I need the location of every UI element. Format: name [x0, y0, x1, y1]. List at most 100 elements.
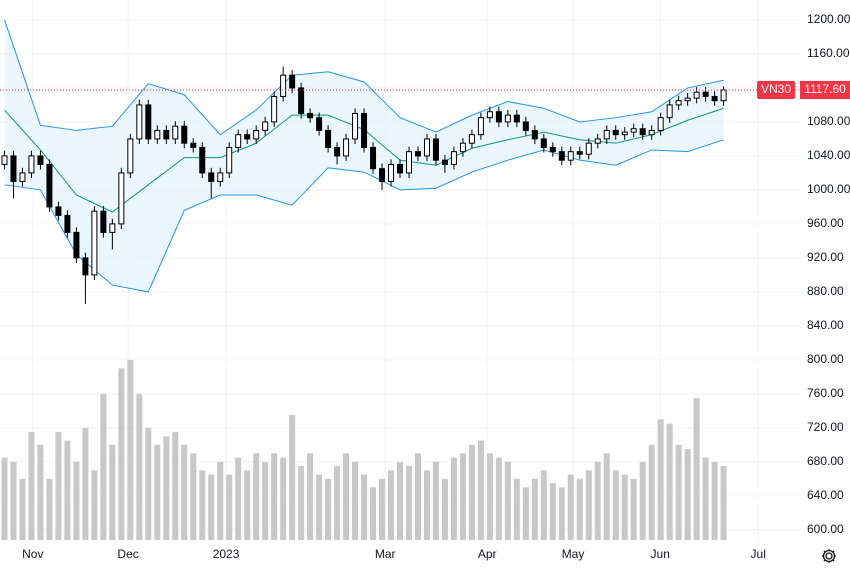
candle-body	[531, 129, 538, 140]
candle-body	[693, 91, 700, 99]
volume-bar	[495, 457, 502, 540]
candle-body	[657, 117, 664, 131]
volume-bar	[684, 449, 691, 540]
volume-bar	[657, 419, 664, 540]
candle-body	[19, 172, 26, 182]
volume-bar	[46, 478, 53, 540]
y-tick-label: 960.00	[807, 216, 844, 230]
candle-body	[522, 121, 529, 131]
volume-bar	[127, 359, 134, 540]
volume-bar	[325, 478, 332, 540]
candle-body	[666, 104, 673, 119]
x-tick-label: Apr	[478, 547, 497, 561]
volume-bar	[576, 478, 583, 540]
y-tick-label: 840.00	[807, 318, 844, 332]
volume-bar	[55, 432, 62, 540]
candle-body	[603, 129, 610, 140]
volume-bar	[217, 461, 224, 540]
volume-bar	[423, 470, 430, 540]
volume-bar	[208, 474, 215, 540]
volume-bar	[361, 474, 368, 540]
candle-body	[307, 112, 314, 119]
volume-bar	[504, 461, 511, 540]
volume-bar	[118, 368, 125, 540]
candle-body	[361, 112, 368, 148]
candle-body	[109, 223, 116, 233]
volume-bar	[639, 461, 646, 540]
volume-bar	[603, 453, 610, 540]
volume-bar	[621, 474, 628, 540]
volume-bar	[190, 453, 197, 540]
volume-bar	[414, 453, 421, 540]
symbol-label: VN30	[761, 82, 791, 96]
candle-body	[558, 151, 565, 161]
candle-body	[585, 142, 592, 155]
y-tick-label: 600.00	[807, 522, 844, 536]
volume-bar	[693, 398, 700, 540]
volume-bar	[549, 483, 556, 540]
volume-bar	[468, 444, 475, 540]
y-tick-label: 680.00	[807, 454, 844, 468]
settings-icon[interactable]	[822, 549, 836, 563]
x-tick-label: May	[562, 547, 585, 561]
candle-body	[100, 210, 107, 233]
y-tick-label: 640.00	[807, 488, 844, 502]
volume-bar	[280, 457, 287, 540]
volume-bar	[82, 427, 89, 540]
candle-body	[549, 146, 556, 153]
plot	[0, 19, 800, 540]
volume-bar	[567, 474, 574, 540]
volume-bar	[136, 393, 143, 540]
candle-body	[190, 142, 197, 148]
symbol-tag	[757, 80, 795, 99]
last-price-tag	[800, 80, 850, 99]
volume-bar	[235, 457, 242, 540]
volume-bar	[666, 423, 673, 540]
candle-body	[379, 168, 386, 182]
volume-bar	[711, 461, 718, 540]
volume-bar	[459, 453, 466, 540]
candle-body	[118, 172, 125, 225]
volume-bar	[343, 453, 350, 540]
candle-body	[495, 111, 502, 123]
y-tick-label: 1160.00	[807, 46, 850, 60]
candle-body	[594, 138, 601, 144]
volume-bar	[540, 470, 547, 540]
y-tick-label: 720.00	[807, 420, 844, 434]
candle-body	[145, 104, 152, 140]
volume-bar	[594, 461, 601, 540]
volume-bar	[352, 461, 359, 540]
y-tick-label: 1080.00	[807, 114, 850, 128]
candle-body	[450, 151, 457, 165]
volume-bar	[612, 470, 619, 540]
candle-body	[612, 129, 619, 136]
y-tick-label: 1000.00	[807, 182, 850, 196]
candle-body	[675, 100, 682, 106]
volume-bar	[289, 415, 296, 540]
volume-bar	[28, 432, 35, 540]
volume-bar	[262, 461, 269, 540]
candle-body	[298, 87, 305, 114]
axes: 600.00 640.00 680.00 720.00 760.00 800.00 840.…	[22, 12, 850, 561]
candle-body	[235, 134, 242, 148]
volume-bar	[109, 444, 116, 540]
candle-body	[459, 142, 466, 153]
candle-body	[271, 95, 278, 123]
candle-body	[262, 121, 269, 131]
candle-body	[370, 146, 377, 170]
candle-body	[28, 155, 35, 174]
gear-hub	[825, 552, 833, 560]
candle-body	[325, 129, 332, 148]
volume-bar	[720, 466, 727, 540]
candle-body	[226, 146, 233, 174]
x-tick-label: Nov	[22, 547, 43, 561]
candle-body	[648, 129, 655, 136]
candle-body	[199, 146, 206, 174]
volume-bar	[307, 453, 314, 540]
volume-bar	[432, 461, 439, 540]
candle-body	[289, 74, 296, 89]
candle-body	[477, 117, 484, 136]
volume-bar	[558, 487, 565, 540]
